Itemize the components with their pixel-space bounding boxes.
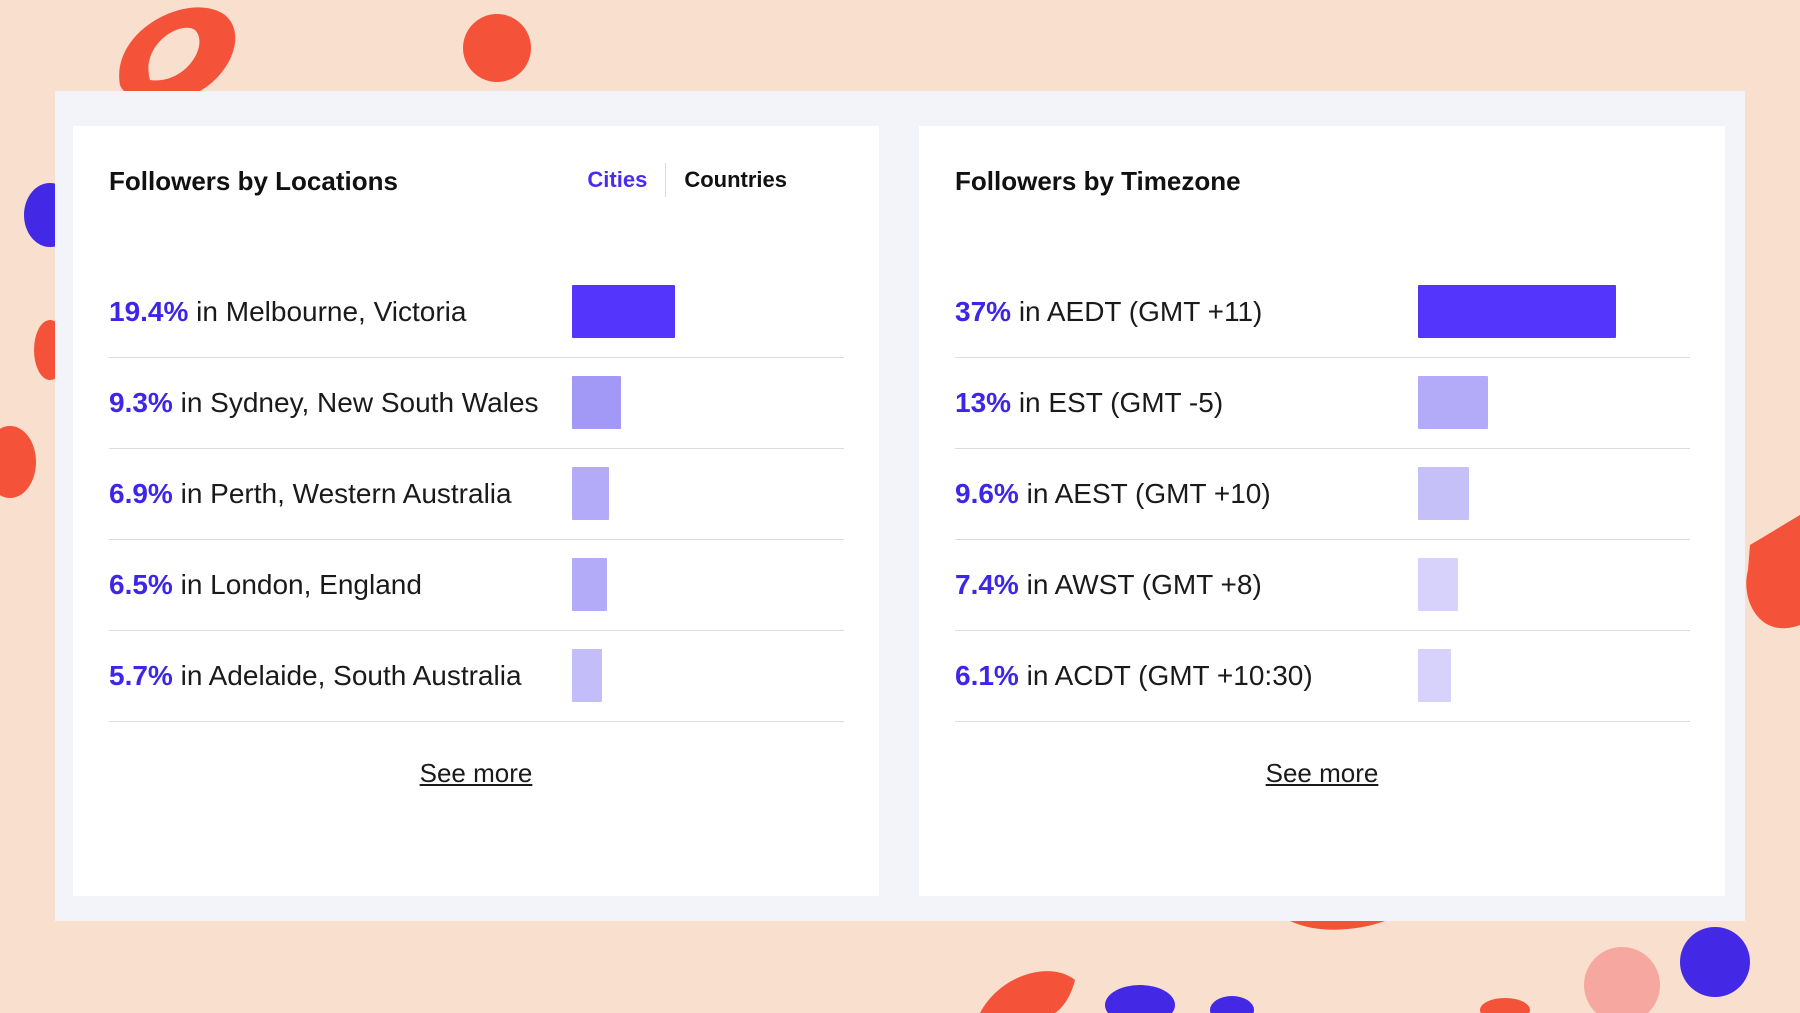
tab-countries[interactable]: Countries [684,167,787,192]
location-bar [572,649,603,702]
timezone-bar [1418,376,1488,429]
location-row: 5.7% in Adelaide, South Australia [109,631,844,722]
timezone-percent: 13% [955,387,1012,418]
location-name: in Melbourne, Victoria [188,296,467,327]
location-name: in Perth, Western Australia [172,478,512,509]
timezone-row: 13% in EST (GMT -5) [955,358,1690,449]
tab-divider [665,163,667,197]
locations-list: 19.4% in Melbourne, Victoria 9.3% in Syd… [109,267,844,722]
location-percent: 6.5% [109,569,173,600]
timezone-bar [1418,285,1616,338]
timezone-name: in AEST (GMT +10) [1018,478,1271,509]
location-row-text: 6.5% in London, England [109,569,422,601]
location-name: in London, England [172,569,422,600]
timezone-see-more-link[interactable]: See more [1265,758,1379,788]
location-percent: 6.9% [109,478,173,509]
locations-see-more-link[interactable]: See more [419,758,533,788]
location-bar [572,467,609,520]
locations-card: Followers by Locations Cities Countries … [73,126,879,896]
location-name: in Sydney, New South Wales [172,387,539,418]
locations-title: Followers by Locations [109,166,398,196]
timezone-bar [1418,649,1451,702]
timezone-name: in ACDT (GMT +10:30) [1018,660,1313,691]
location-tabs: Cities Countries [569,162,805,198]
location-percent: 9.3% [109,387,173,418]
location-row: 9.3% in Sydney, New South Wales [109,358,844,449]
timezone-title: Followers by Timezone [955,166,1241,196]
location-bar [572,285,675,338]
timezone-row-text: 13% in EST (GMT -5) [955,387,1223,419]
timezone-row: 9.6% in AEST (GMT +10) [955,449,1690,540]
timezone-name: in EST (GMT -5) [1011,387,1224,418]
timezone-row-text: 37% in AEDT (GMT +11) [955,296,1262,328]
location-row-text: 6.9% in Perth, Western Australia [109,478,512,510]
location-row-text: 5.7% in Adelaide, South Australia [109,660,522,692]
timezone-percent: 6.1% [955,660,1019,691]
timezone-card: Followers by Timezone 37% in AEDT (GMT +… [919,126,1725,896]
location-percent: 5.7% [109,660,173,691]
location-name: in Adelaide, South Australia [172,660,522,691]
timezone-row-text: 7.4% in AWST (GMT +8) [955,569,1262,601]
timezone-percent: 37% [955,296,1012,327]
location-row: 6.9% in Perth, Western Australia [109,449,844,540]
location-row: 19.4% in Melbourne, Victoria [109,267,844,358]
location-row-text: 19.4% in Melbourne, Victoria [109,296,466,328]
location-percent: 19.4% [109,296,189,327]
tab-cities[interactable]: Cities [587,167,648,192]
dashboard-frame: Followers by Locations Cities Countries … [55,91,1745,921]
timezone-bar [1418,467,1470,520]
location-bar [572,376,622,429]
timezone-name: in AWST (GMT +8) [1018,569,1262,600]
timezone-row: 7.4% in AWST (GMT +8) [955,540,1690,631]
timezone-list: 37% in AEDT (GMT +11) 13% in EST (GMT -5… [955,267,1690,722]
timezone-row: 6.1% in ACDT (GMT +10:30) [955,631,1690,722]
location-bar [572,558,607,611]
timezone-row-text: 9.6% in AEST (GMT +10) [955,478,1271,510]
timezone-percent: 9.6% [955,478,1019,509]
timezone-percent: 7.4% [955,569,1019,600]
timezone-bar [1418,558,1458,611]
timezone-row-text: 6.1% in ACDT (GMT +10:30) [955,660,1313,692]
timezone-name: in AEDT (GMT +11) [1011,296,1263,327]
location-row-text: 9.3% in Sydney, New South Wales [109,387,539,419]
timezone-row: 37% in AEDT (GMT +11) [955,267,1690,358]
location-row: 6.5% in London, England [109,540,844,631]
